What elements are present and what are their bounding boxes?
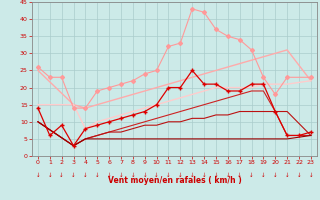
X-axis label: Vent moyen/en rafales ( km/h ): Vent moyen/en rafales ( km/h )	[108, 176, 241, 185]
